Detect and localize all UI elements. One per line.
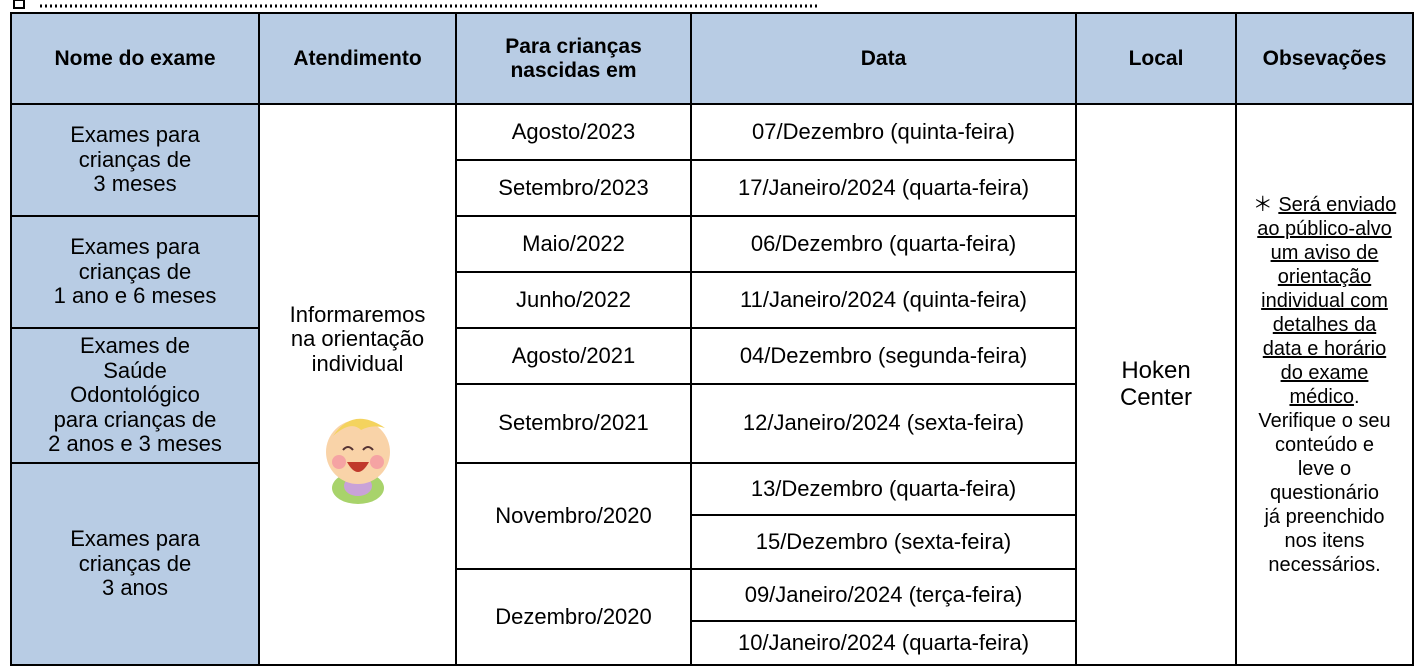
exam-date: 13/Dezembro (quarta-feira) (690, 462, 1077, 516)
attendance: Informaremos na orientação individual (289, 301, 426, 376)
birth-month: Setembro/2021 (455, 383, 692, 464)
location: Hoken Center (1075, 103, 1237, 666)
exam-date: 11/Janeiro/2024 (quinta-feira) (690, 271, 1077, 329)
exam-date: 09/Janeiro/2024 (terça-feira) (690, 568, 1077, 622)
column-header: Local (1075, 12, 1237, 105)
baby-illustration (325, 419, 390, 505)
exam-date: 12/Janeiro/2024 (sexta-feira) (690, 383, 1077, 464)
column-header: Nome do exame (10, 12, 260, 105)
birth-month: Junho/2022 (455, 271, 692, 329)
birth-month: Dezembro/2020 (455, 568, 692, 666)
birth-month: Novembro/2020 (455, 462, 692, 570)
column-header: Atendimento (258, 12, 457, 105)
exam-date: 10/Janeiro/2024 (quarta-feira) (690, 620, 1077, 666)
top-strip (13, 0, 820, 9)
exam-date: 04/Dezembro (segunda-feira) (690, 327, 1077, 385)
note-rest: . Verifique o seu conteúdo e leve o ques… (1258, 385, 1391, 576)
exam-date: 15/Dezembro (sexta-feira) (690, 514, 1077, 570)
birth-month: Agosto/2021 (455, 327, 692, 385)
birth-month: Maio/2022 (455, 215, 692, 273)
header-row: Nome do exame Atendimento Para crianças … (10, 12, 1414, 105)
column-header: Para crianças nascidas em (455, 12, 692, 105)
exam-name: Exames de Saúde Odontológico para crianç… (10, 327, 260, 464)
note-mark: ＊ (1252, 193, 1273, 216)
attendance-cell: Informaremos na orientação individual (258, 103, 457, 666)
exam-date: 17/Janeiro/2024 (quarta-feira) (690, 159, 1077, 217)
exam-name: Exames para crianças de 1 ano e 6 meses (10, 215, 260, 329)
note-underlined: Será enviado ao público-alvo um aviso de… (1257, 193, 1397, 408)
birth-month: Setembro/2023 (455, 159, 692, 217)
exam-date: 07/Dezembro (quinta-feira) (690, 103, 1077, 161)
birth-month: Agosto/2023 (455, 103, 692, 161)
exam-name: Exames para crianças de 3 anos (10, 462, 260, 666)
exam-date: 06/Dezembro (quarta-feira) (690, 215, 1077, 273)
column-header: Obsevações (1235, 12, 1414, 105)
schedule-table: Nome do exame Atendimento Para crianças … (10, 12, 1414, 666)
column-header: Data (690, 12, 1077, 105)
exam-name: Exames para crianças de 3 meses (10, 103, 260, 217)
observations: ＊ Será enviado ao público-alvo um aviso … (1235, 103, 1414, 666)
